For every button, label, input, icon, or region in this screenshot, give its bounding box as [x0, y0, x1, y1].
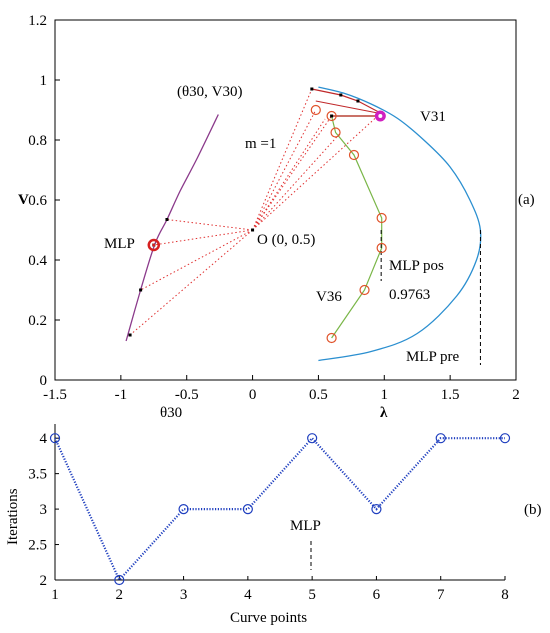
theta-point-dot [139, 288, 143, 292]
panel-b-xtick-label: 1 [51, 587, 59, 603]
mlp-pre-label: MLP pre [406, 349, 460, 365]
panel-a-markers [128, 87, 387, 344]
fan-ray-line [252, 109, 317, 231]
iterations-line [53, 436, 505, 582]
panel-a-xlabel-left: θ30 [160, 405, 182, 421]
theta-point-dot [128, 333, 132, 337]
fan-ray-line [252, 88, 313, 231]
panel-b-ytick-label: 2 [40, 573, 48, 589]
panel-b-xtick-label: 2 [116, 587, 124, 603]
mlp-left-label: MLP [104, 236, 135, 252]
panel-a-ytick-label: 0.2 [28, 313, 47, 329]
iterations-point [499, 433, 511, 444]
panel-b-ylabel: Iterations [5, 488, 21, 545]
panel-a-xtick-label: -1.5 [43, 387, 67, 403]
corrector-point [310, 104, 321, 116]
corrector-point [330, 127, 341, 138]
mlp-point-center [152, 243, 156, 247]
panel-a: -1.5 -1 -0.5 0 0.5 1 1.5 2 0 0.2 0.4 0.6 0.8 1 1.2 V θ… [18, 13, 535, 421]
corrector-path [330, 115, 383, 339]
panel-a-ticks: -1.5 -1 -0.5 0 0.5 1 1.5 2 0 0.2 0.4 0.6 0.8 1 1.2 [28, 13, 520, 403]
ray-line [166, 219, 253, 231]
iterations-point [371, 503, 382, 515]
predictor-dot [310, 87, 314, 91]
iterations-point [49, 433, 61, 444]
predictor-dot [339, 93, 343, 97]
iterations-point [114, 574, 125, 586]
panel-b-ytick-label: 4 [40, 431, 48, 447]
ray-line [140, 229, 253, 291]
iterations-point [307, 433, 318, 444]
panel-a-curves [125, 86, 482, 365]
panel-b-xtick-label: 8 [501, 587, 509, 603]
origin-dot [251, 228, 255, 232]
panel-b-xtick-label: 3 [180, 587, 188, 603]
panel-b-ytick-label: 2.5 [28, 538, 47, 554]
predictor-segment [315, 100, 378, 114]
mlp-pos-value: 0.9763 [389, 287, 430, 303]
panel-b-series [49, 433, 511, 586]
panel-b-xtick-label: 7 [437, 587, 445, 603]
panel-a-xlabel-right: λ [380, 405, 388, 421]
panel-a-xtick-label: 0.5 [309, 387, 328, 403]
corrector-point [359, 284, 370, 296]
mlp-point [147, 238, 161, 252]
theta-point-label: (θ30, V30) [177, 84, 243, 100]
fan-ray-line [252, 115, 379, 231]
panel-b-xtick-label: 4 [244, 587, 252, 603]
pv-curve [318, 86, 482, 362]
panel-a-xtick-label: -1 [115, 387, 128, 403]
v36-label: V36 [316, 289, 342, 305]
panel-b-ytick-label: 3.5 [28, 467, 47, 483]
panel-b-ytick-label: 3 [40, 502, 48, 518]
panel-a-ytick-label: 0.8 [28, 133, 47, 149]
predictor-path [311, 88, 378, 113]
iterations-point [178, 503, 189, 515]
ray-line [129, 229, 253, 336]
predictor-dot [330, 114, 334, 118]
ray-line [153, 229, 253, 246]
panel-a-ytick-label: 1.2 [28, 13, 47, 29]
panel-a-ytick-label: 0.4 [28, 253, 47, 269]
origin-label: O (0, 0.5) [257, 232, 315, 248]
panel-b-ticks: 1 2 3 4 5 6 7 822.533.54 [28, 431, 509, 603]
corrector-point [326, 332, 337, 344]
corrector-point [348, 149, 360, 161]
panel-a-xtick-label: 0 [249, 387, 257, 403]
mlp-pos-label: MLP pos [389, 258, 444, 274]
panel-a-ylabel: V [18, 192, 29, 208]
theta-point-dot [165, 218, 169, 221]
fan-ray-line [252, 115, 333, 231]
panel-b-mlp-label: MLP [290, 518, 321, 534]
panel-b-xtick-label: 6 [373, 587, 381, 603]
panel-a-xtick-label: 1.5 [441, 387, 460, 403]
corrector-point [376, 212, 387, 224]
panel-b-xtick-label: 5 [308, 587, 316, 603]
panel-a-ytick-label: 0 [40, 373, 48, 389]
panel-a-rays [129, 88, 379, 336]
iterations-point [242, 503, 253, 515]
m-label: m =1 [245, 136, 276, 152]
panel-b-xlabel: Curve points [230, 610, 307, 626]
v31-point-center [378, 114, 383, 118]
corrector-point [376, 242, 387, 254]
theta-curve [125, 114, 219, 342]
panel-a-ytick-label: 1 [40, 73, 48, 89]
iterations-point [435, 433, 446, 444]
panel-a-xtick-label: -0.5 [175, 387, 199, 403]
predictor-dot [356, 99, 360, 103]
panel-a-ytick-label: 0.6 [28, 193, 47, 209]
v31-label: V31 [420, 109, 446, 125]
panel-a-xtick-label: 1 [381, 387, 389, 403]
panel-b: 1 2 3 4 5 6 7 822.533.54 MLP Curve points Itera… [5, 424, 542, 626]
panel-b-tag: (b) [524, 502, 542, 518]
corrector-point [326, 110, 337, 122]
panel-a-tag: (a) [518, 192, 535, 208]
panel-a-xtick-label: 2 [512, 387, 520, 403]
